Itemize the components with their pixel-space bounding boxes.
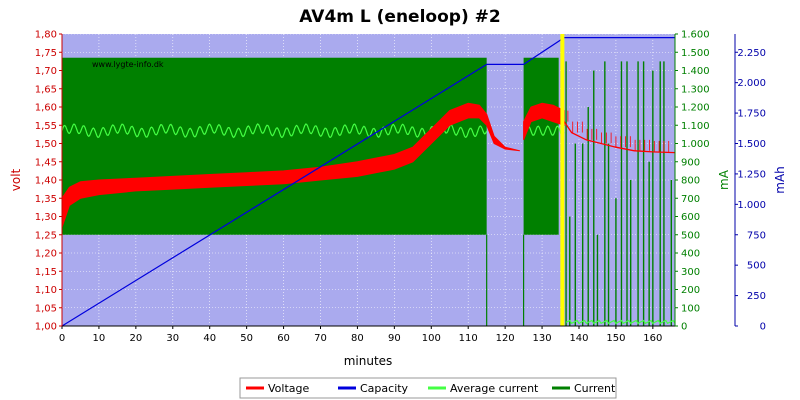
current-tick-label: 0 bbox=[681, 322, 687, 333]
current-tick-label: 900 bbox=[681, 157, 700, 168]
voltage-tick-label: 1,20 bbox=[35, 249, 57, 260]
legend-label: Average current bbox=[450, 382, 539, 395]
current-axis: 0 100 200 300 400 500 600 700 800 900 1.000 1.100 1.… bbox=[674, 30, 710, 333]
average-current-line bbox=[526, 125, 565, 137]
voltage-tick-label: 1,05 bbox=[35, 303, 57, 314]
current-tick-label: 100 bbox=[681, 303, 700, 314]
current-tick-label: 300 bbox=[681, 267, 700, 278]
capacity-series bbox=[61, 37, 675, 327]
current-tick-label: 1.100 bbox=[681, 121, 710, 132]
voltage-tick-label: 1,80 bbox=[35, 30, 57, 41]
capacity-tick-label: 2.000 bbox=[737, 78, 766, 89]
x-tick-label: 110 bbox=[459, 333, 478, 344]
current-tick-label: 400 bbox=[681, 249, 700, 260]
current-axis-label: mA bbox=[717, 169, 731, 190]
x-axis: 0 10 20 30 40 50 60 70 80 90 100 110 120 130 140 150 160 bbox=[59, 325, 675, 344]
average-current-line bbox=[61, 123, 488, 139]
current-tick-label: 1.300 bbox=[681, 84, 710, 95]
current-tick-label: 1.600 bbox=[681, 30, 710, 41]
voltage-tick-label: 1,40 bbox=[35, 176, 57, 187]
voltage-tick-label: 1,55 bbox=[35, 121, 57, 132]
voltage-tick-label: 1,75 bbox=[35, 48, 57, 59]
x-tick-label: 30 bbox=[166, 333, 179, 344]
legend-label: Current bbox=[574, 382, 616, 395]
x-tick-label: 140 bbox=[569, 333, 588, 344]
capacity-tick-label: 750 bbox=[747, 230, 766, 241]
current-tick-label: 500 bbox=[681, 230, 700, 241]
x-tick-label: 20 bbox=[129, 333, 142, 344]
voltage-tick-label: 1,45 bbox=[35, 157, 57, 168]
voltage-tick-label: 1,50 bbox=[35, 139, 57, 150]
capacity-tick-label: 0 bbox=[760, 322, 766, 333]
current-block bbox=[523, 57, 559, 235]
current-tick-label: 700 bbox=[681, 194, 700, 205]
x-tick-label: 10 bbox=[93, 333, 106, 344]
capacity-tick-label: 1.750 bbox=[737, 109, 766, 120]
voltage-tick-label: 1,60 bbox=[35, 103, 57, 114]
voltage-axis: 1,00 1,05 1,10 1,15 1,20 1,25 1,30 1,35 1,40 1,45… bbox=[35, 30, 63, 333]
x-tick-label: 50 bbox=[240, 333, 253, 344]
current-tick-label: 200 bbox=[681, 285, 700, 296]
capacity-tick-label: 250 bbox=[747, 291, 766, 302]
voltage-tick-label: 1,35 bbox=[35, 194, 57, 205]
average-current-series bbox=[61, 123, 676, 325]
marker-bar bbox=[560, 34, 565, 326]
current-tick-label: 800 bbox=[681, 176, 700, 187]
current-tick-label: 1.500 bbox=[681, 48, 710, 59]
capacity-tick-label: 1.000 bbox=[737, 200, 766, 211]
capacity-axis-label: mAh bbox=[773, 166, 787, 194]
capacity-line bbox=[61, 37, 675, 327]
x-tick-label: 100 bbox=[422, 333, 441, 344]
average-current-line bbox=[565, 319, 676, 325]
chart-title: AV4m L (eneloop) #2 bbox=[299, 7, 500, 27]
capacity-tick-label: 1.250 bbox=[737, 169, 766, 180]
capacity-tick-label: 1.500 bbox=[737, 139, 766, 150]
voltage-tick-label: 1,15 bbox=[35, 267, 57, 278]
watermark: www.lygte-info.dk bbox=[92, 60, 164, 69]
voltage-tick-label: 1,70 bbox=[35, 66, 57, 77]
x-tick-label: 70 bbox=[314, 333, 327, 344]
x-tick-label: 150 bbox=[606, 333, 625, 344]
capacity-tick-label: 500 bbox=[747, 261, 766, 272]
x-tick-label: 160 bbox=[643, 333, 662, 344]
x-tick-label: 120 bbox=[496, 333, 515, 344]
current-tick-label: 600 bbox=[681, 212, 700, 223]
voltage-tick-label: 1,10 bbox=[35, 285, 57, 296]
x-tick-label: 0 bbox=[59, 333, 65, 344]
legend-label: Capacity bbox=[360, 382, 409, 395]
voltage-tick-label: 1,25 bbox=[35, 230, 57, 241]
current-tick-label: 1.000 bbox=[681, 139, 710, 150]
legend-label: Voltage bbox=[268, 382, 309, 395]
x-tick-label: 130 bbox=[533, 333, 552, 344]
capacity-tick-label: 2.250 bbox=[737, 48, 766, 59]
x-tick-label: 90 bbox=[388, 333, 401, 344]
voltage-line bbox=[563, 121, 676, 154]
voltage-axis-label: volt bbox=[9, 168, 23, 191]
x-axis-label: minutes bbox=[344, 354, 393, 368]
x-tick-label: 80 bbox=[351, 333, 364, 344]
voltage-tick-label: 1,00 bbox=[35, 322, 57, 333]
capacity-axis: 0 250 500 750 1.000 1.250 1.500 1.750 2.000 2.250 bbox=[734, 34, 766, 333]
voltage-tick-label: 1,30 bbox=[35, 212, 57, 223]
current-tick-label: 1.400 bbox=[681, 66, 710, 77]
legend: Voltage Capacity Average current Current bbox=[239, 377, 617, 399]
voltage-tick-label: 1,65 bbox=[35, 84, 57, 95]
current-tick-label: 1.200 bbox=[681, 103, 710, 114]
voltage-band bbox=[61, 102, 521, 228]
x-tick-label: 40 bbox=[203, 333, 216, 344]
time-marker bbox=[560, 34, 565, 326]
x-tick-label: 60 bbox=[277, 333, 290, 344]
